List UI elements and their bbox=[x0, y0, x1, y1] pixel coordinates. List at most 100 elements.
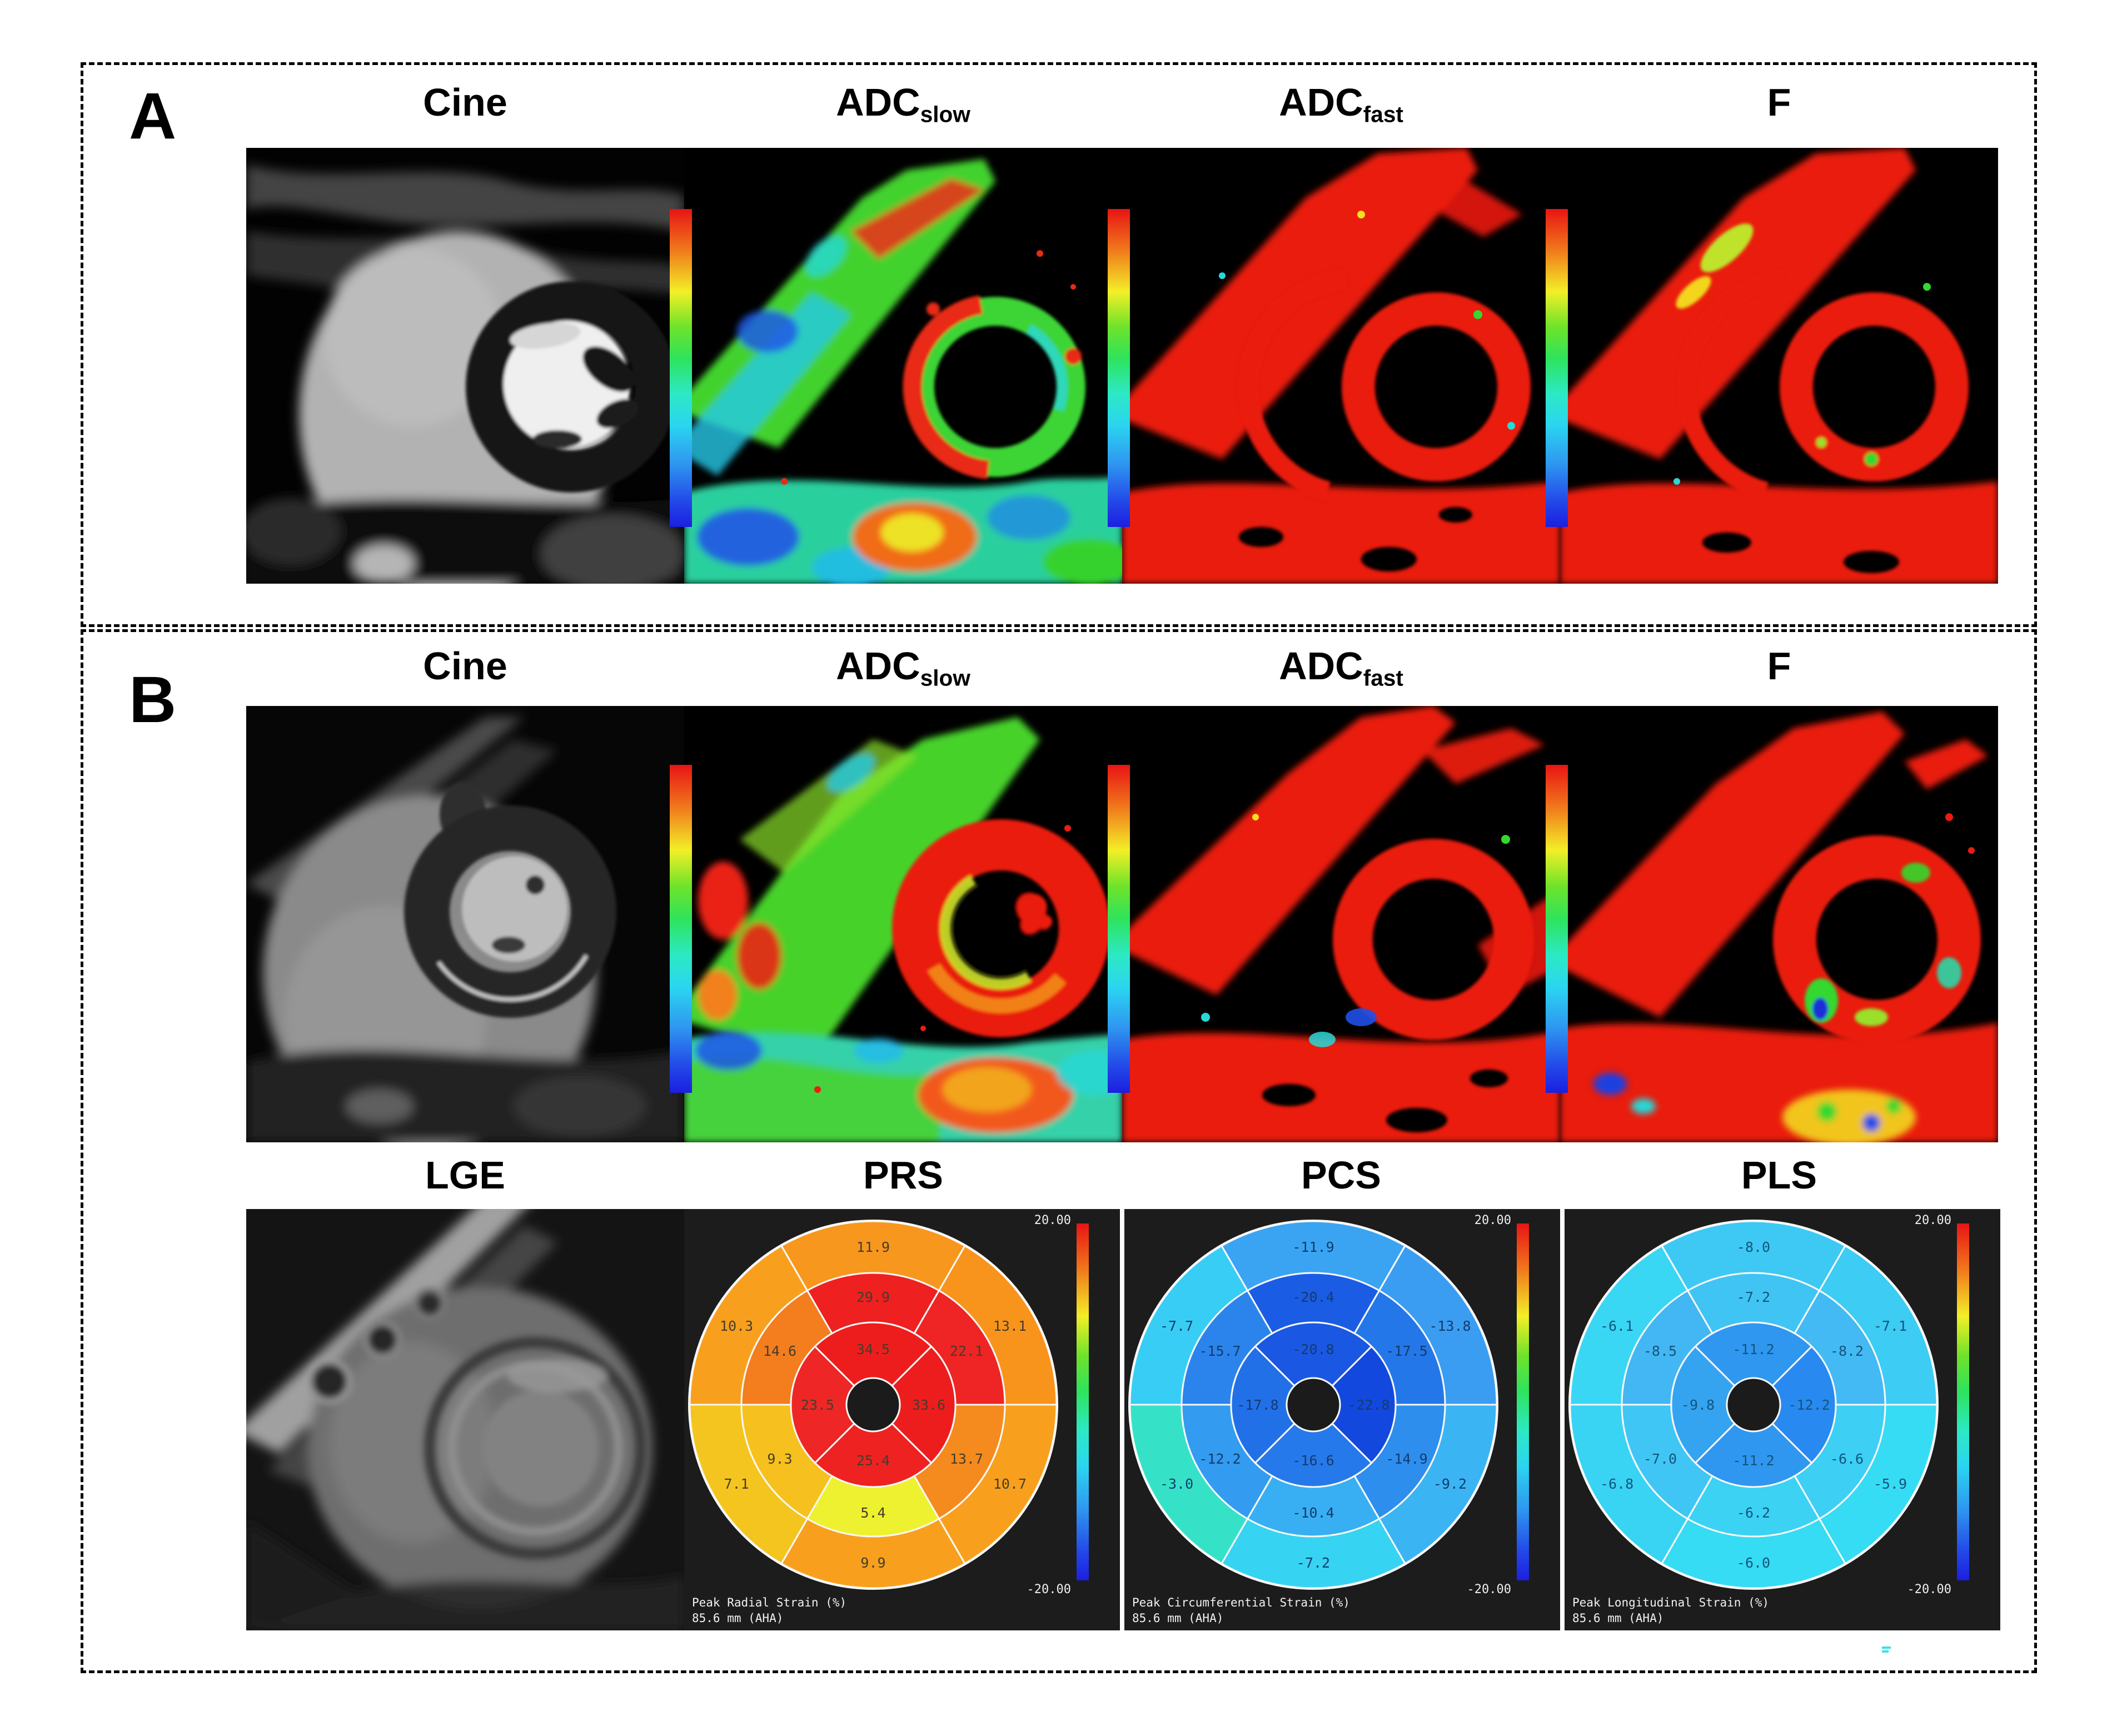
bullseye-center-hole bbox=[1726, 1377, 1781, 1432]
bullseye-value-pls: -8.5 bbox=[1643, 1343, 1677, 1359]
bullseye-value-pls: -11.2 bbox=[1732, 1341, 1774, 1357]
panel-a-label: A bbox=[129, 79, 177, 153]
bullseye-value-pcs: -20.4 bbox=[1292, 1289, 1334, 1305]
bullseye-center-hole bbox=[845, 1377, 901, 1432]
column-title-prs: PRS bbox=[863, 1153, 943, 1197]
title-subscript: fast bbox=[1363, 665, 1403, 691]
bullseye-value-prs: 10.3 bbox=[720, 1318, 753, 1334]
cine-image-a bbox=[246, 148, 684, 584]
pls-bullseye-chart: -8.0 -7.1 -5.9 -6.0 -6.8 -6.1 -7.2 -8.2 -6.6 -6.2… bbox=[1568, 1220, 1939, 1590]
pcs-colorbar bbox=[1517, 1223, 1529, 1580]
bullseye-value-prs: 13.7 bbox=[950, 1451, 983, 1467]
adc-fast-map-a bbox=[1108, 148, 1560, 584]
adc-fast-map-b bbox=[1108, 706, 1560, 1142]
cine-b-graphic bbox=[246, 706, 684, 1142]
title-text: ADC bbox=[836, 644, 920, 688]
bullseye-value-pcs: -22.8 bbox=[1348, 1397, 1389, 1413]
bullseye-value-pcs: -14.9 bbox=[1386, 1451, 1427, 1467]
column-title-adc-fast-b: ADCfast bbox=[1122, 645, 1560, 690]
column-title-f-a: F bbox=[1560, 81, 1998, 127]
bullseye-value-pls: -7.0 bbox=[1643, 1451, 1677, 1467]
bullseye-value-prs: 34.5 bbox=[856, 1341, 890, 1357]
prs-colorbar bbox=[1077, 1223, 1089, 1580]
bullseye-value-pls: -11.2 bbox=[1732, 1453, 1774, 1469]
adc-fast-b-graphic bbox=[1122, 706, 1560, 1142]
f-map-a bbox=[1546, 148, 1998, 584]
pls-footer: Peak Longitudinal Strain (%) 85.6 mm (AH… bbox=[1572, 1595, 1769, 1626]
title-subscript: slow bbox=[920, 101, 970, 127]
pcs-footer: Peak Circumferential Strain (%) 85.6 mm … bbox=[1132, 1595, 1350, 1626]
title-text: ADC bbox=[1279, 644, 1363, 688]
bullseye-value-prs: 7.1 bbox=[724, 1476, 749, 1492]
pcs-footer-line1: Peak Circumferential Strain (%) bbox=[1132, 1596, 1350, 1609]
prs-footer: Peak Radial Strain (%) 85.6 mm (AHA) bbox=[692, 1595, 846, 1626]
column-title-adc-fast-a: ADCfast bbox=[1122, 81, 1560, 127]
bullseye-value-prs: 22.1 bbox=[950, 1343, 983, 1359]
pcs-bullseye-chart: -11.9 -13.8 -9.2 -7.2 -3.0 -7.7 -20.4 -17.5 -14.… bbox=[1128, 1220, 1498, 1590]
lge-graphic bbox=[246, 1209, 684, 1630]
bullseye-value-pls: -6.2 bbox=[1737, 1505, 1770, 1521]
pls-strain-panel: -8.0 -7.1 -5.9 -6.0 -6.8 -6.1 -7.2 -8.2 -6.6 -6.2… bbox=[1565, 1209, 2000, 1630]
pls-footer-line2: 85.6 mm (AHA) bbox=[1572, 1611, 1664, 1625]
bullseye-value-prs: 23.5 bbox=[801, 1397, 834, 1413]
bullseye-value-pls: -6.6 bbox=[1830, 1451, 1864, 1467]
prs-strain-panel: 11.9 13.1 10.7 9.9 7.1 10.3 29.9 22.1 13.7 5.4 9.3… bbox=[684, 1209, 1120, 1630]
column-title-cine-b: Cine bbox=[246, 645, 684, 690]
bullseye-value-prs: 29.9 bbox=[856, 1289, 890, 1305]
pcs-footer-line2: 85.6 mm (AHA) bbox=[1132, 1611, 1224, 1625]
title-text: F bbox=[1767, 81, 1791, 124]
bullseye-value-pcs: -10.4 bbox=[1292, 1505, 1334, 1521]
pls-footer-line1: Peak Longitudinal Strain (%) bbox=[1572, 1596, 1770, 1609]
bullseye-value-prs: 11.9 bbox=[856, 1239, 890, 1255]
cine-a-graphic bbox=[246, 148, 684, 584]
adc-fast-a-colorbar bbox=[1108, 209, 1130, 527]
pcs-colorbar-min: -20.00 bbox=[1467, 1583, 1511, 1596]
f-a-colorbar bbox=[1546, 209, 1568, 527]
bullseye-value-pcs: -13.8 bbox=[1429, 1318, 1471, 1334]
column-title-adc-slow-a: ADCslow bbox=[684, 81, 1122, 127]
bullseye-value-pls: -12.2 bbox=[1788, 1397, 1830, 1413]
adc-fast-b-colorbar bbox=[1108, 765, 1130, 1093]
column-title-pls: PLS bbox=[1741, 1153, 1817, 1197]
title-subscript: fast bbox=[1363, 101, 1403, 127]
lge-image bbox=[246, 1209, 684, 1630]
title-text: Cine bbox=[423, 644, 507, 688]
column-title-pcs: PCS bbox=[1301, 1153, 1381, 1197]
bullseye-value-pcs: -16.6 bbox=[1292, 1453, 1334, 1469]
adc-slow-b-colorbar bbox=[670, 765, 692, 1093]
column-title-f-b: F bbox=[1560, 645, 1998, 690]
bullseye-value-prs: 9.3 bbox=[767, 1451, 792, 1467]
pls-colorbar-max: 20.00 bbox=[1914, 1213, 1951, 1227]
adc-slow-a-colorbar bbox=[670, 209, 692, 527]
bullseye-rim bbox=[1568, 1220, 1939, 1590]
f-b-graphic bbox=[1560, 706, 1998, 1142]
bullseye-value-pcs: -12.2 bbox=[1199, 1451, 1241, 1467]
bullseye-value-prs: 33.6 bbox=[912, 1397, 945, 1413]
title-subscript: slow bbox=[920, 665, 970, 691]
panel-b-label: B bbox=[129, 663, 177, 737]
bullseye-value-pcs: -20.8 bbox=[1292, 1341, 1334, 1357]
bullseye-rim bbox=[1128, 1220, 1498, 1590]
bullseye-value-prs: 10.7 bbox=[993, 1476, 1027, 1492]
adc-slow-map-b bbox=[670, 706, 1122, 1142]
bullseye-value-pcs: -11.9 bbox=[1292, 1239, 1334, 1255]
column-title-cine-a: Cine bbox=[246, 81, 684, 127]
bullseye-value-prs: 13.1 bbox=[993, 1318, 1027, 1334]
f-map-b bbox=[1546, 706, 1998, 1142]
f-a-graphic bbox=[1560, 148, 1998, 584]
bullseye-value-pcs: -17.5 bbox=[1386, 1343, 1427, 1359]
bullseye-value-pcs: -15.7 bbox=[1199, 1343, 1241, 1359]
column-title-lge: LGE bbox=[425, 1153, 505, 1197]
prs-colorbar-max: 20.00 bbox=[1034, 1213, 1071, 1227]
bullseye-value-pcs: -9.2 bbox=[1433, 1476, 1467, 1492]
bullseye-value-pls: -6.8 bbox=[1600, 1476, 1633, 1492]
prs-footer-line1: Peak Radial Strain (%) bbox=[692, 1596, 847, 1609]
bullseye-rim bbox=[688, 1220, 1058, 1590]
adc-slow-b-graphic bbox=[684, 706, 1122, 1142]
prs-colorbar-min: -20.00 bbox=[1027, 1583, 1071, 1596]
title-text: ADC bbox=[1279, 81, 1363, 124]
cine-image-b bbox=[246, 706, 684, 1142]
adc-slow-map-a bbox=[670, 148, 1122, 584]
bullseye-value-pcs: -17.8 bbox=[1237, 1397, 1278, 1413]
adc-slow-a-graphic bbox=[684, 148, 1122, 584]
